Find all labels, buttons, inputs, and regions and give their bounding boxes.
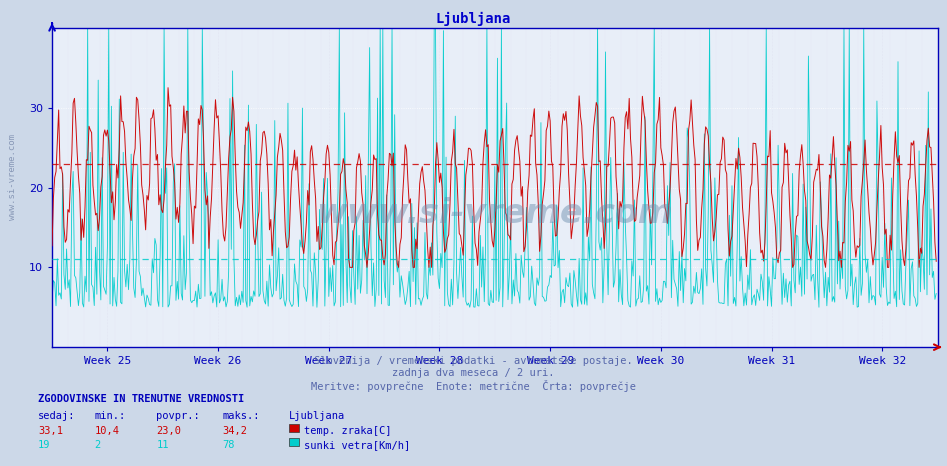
Text: www.si-vreme.com: www.si-vreme.com: [8, 134, 17, 220]
Text: 33,1: 33,1: [38, 426, 63, 436]
Text: sedaj:: sedaj:: [38, 411, 76, 421]
Text: min.:: min.:: [95, 411, 126, 421]
Text: www.si-vreme.com: www.si-vreme.com: [316, 197, 673, 230]
Text: zadnja dva meseca / 2 uri.: zadnja dva meseca / 2 uri.: [392, 368, 555, 378]
Text: 78: 78: [223, 440, 235, 450]
Text: povpr.:: povpr.:: [156, 411, 200, 421]
Text: maks.:: maks.:: [223, 411, 260, 421]
Text: 34,2: 34,2: [223, 426, 247, 436]
Text: 19: 19: [38, 440, 50, 450]
Text: 2: 2: [95, 440, 101, 450]
Text: Ljubljana: Ljubljana: [436, 12, 511, 26]
Text: temp. zraka[C]: temp. zraka[C]: [304, 426, 391, 436]
Text: Meritve: povprečne  Enote: metrične  Črta: povprečje: Meritve: povprečne Enote: metrične Črta:…: [311, 380, 636, 392]
Text: Slovenija / vremenski podatki - avtomatske postaje.: Slovenija / vremenski podatki - avtomats…: [314, 356, 633, 366]
Text: ZGODOVINSKE IN TRENUTNE VREDNOSTI: ZGODOVINSKE IN TRENUTNE VREDNOSTI: [38, 394, 244, 404]
Text: sunki vetra[Km/h]: sunki vetra[Km/h]: [304, 440, 410, 450]
Text: 23,0: 23,0: [156, 426, 181, 436]
Text: 10,4: 10,4: [95, 426, 119, 436]
Text: 11: 11: [156, 440, 169, 450]
Text: Ljubljana: Ljubljana: [289, 411, 345, 421]
